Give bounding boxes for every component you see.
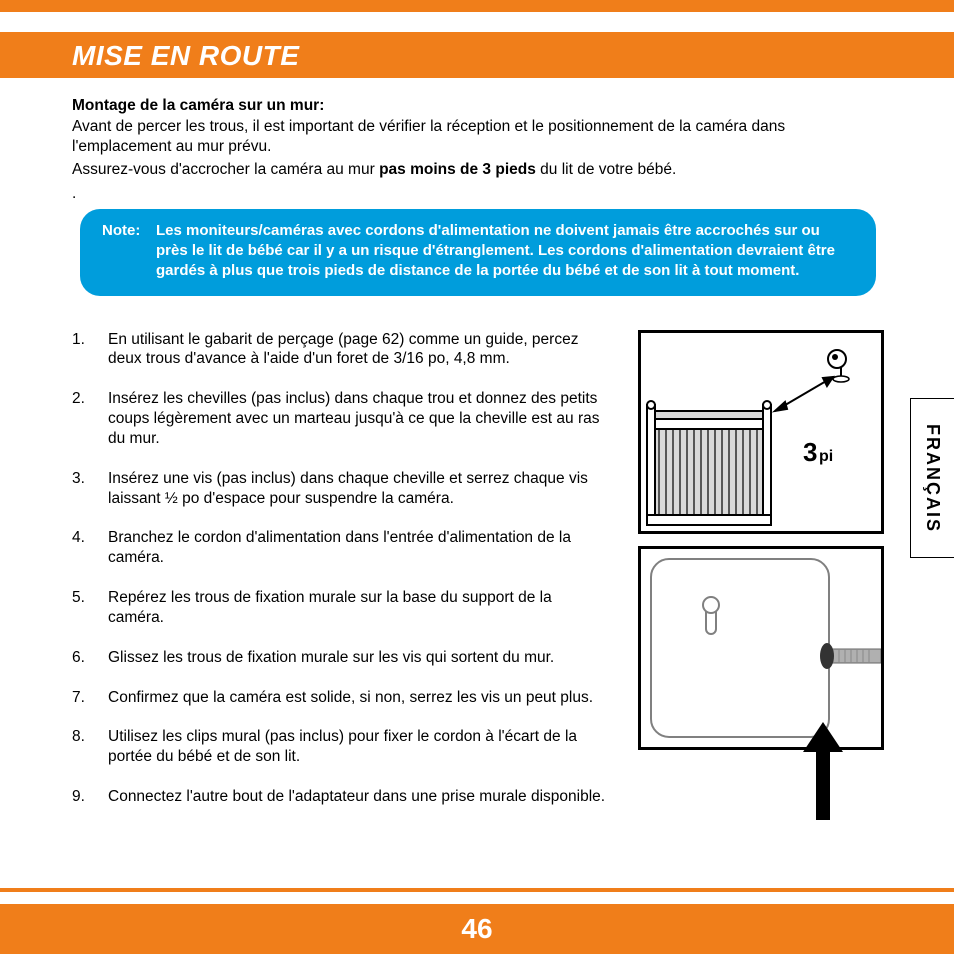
language-tab: FRANÇAIS	[910, 398, 954, 558]
page-number: 46	[461, 913, 492, 945]
step-text: Connectez l'autre bout de l'adaptateur d…	[108, 787, 610, 807]
step-text: Utilisez les clips mural (pas inclus) po…	[108, 727, 610, 767]
note-box: Note: Les moniteurs/caméras avec cordons…	[80, 209, 876, 296]
step-text: Glissez les trous de fixation murale sur…	[108, 648, 610, 668]
step-text: Insérez les chevilles (pas inclus) dans …	[108, 389, 610, 448]
step-text: Repérez les trous de fixation murale sur…	[108, 588, 610, 628]
figure-wall-mount	[638, 546, 884, 750]
page-title: MISE EN ROUTE	[72, 40, 954, 72]
distance-unit: pi	[819, 448, 833, 465]
crib-diagram-svg: 3 pi	[641, 333, 881, 531]
step-item: Insérez une vis (pas inclus) dans chaque…	[72, 469, 610, 509]
step-item: Repérez les trous de fixation murale sur…	[72, 588, 610, 628]
intro-2b-bold: pas moins de 3 pieds	[379, 161, 536, 178]
main-columns: En utilisant le gabarit de perçage (page…	[72, 330, 884, 827]
figures-column: 3 pi	[638, 330, 884, 827]
distance-value: 3	[803, 437, 817, 467]
step-text: En utilisant le gabarit de perçage (page…	[108, 330, 610, 370]
intro-line-2: Assurez-vous d'accrocher la caméra au mu…	[72, 160, 884, 179]
intro-2a: Assurez-vous d'accrocher la caméra au mu…	[72, 161, 379, 178]
step-text: Insérez une vis (pas inclus) dans chaque…	[108, 469, 610, 509]
step-text: Branchez le cordon d'alimentation dans l…	[108, 528, 610, 568]
intro-line-1: Avant de percer les trous, il est import…	[72, 117, 884, 156]
arrow-up-icon	[803, 722, 843, 820]
step-text: Confirmez que la caméra est solide, si n…	[108, 688, 610, 708]
stray-dot: .	[72, 184, 884, 203]
step-item: Utilisez les clips mural (pas inclus) po…	[72, 727, 610, 767]
step-item: Glissez les trous de fixation murale sur…	[72, 648, 610, 668]
intro-2c: du lit de votre bébé.	[536, 161, 676, 178]
top-accent-bar	[0, 0, 954, 12]
note-label: Note:	[102, 221, 156, 282]
language-tab-label: FRANÇAIS	[922, 424, 943, 533]
mount-diagram-svg	[641, 549, 881, 747]
steps-list: En utilisant le gabarit de perçage (page…	[72, 330, 610, 807]
thin-accent-bar	[0, 888, 954, 892]
bottom-accent-bars	[0, 888, 954, 898]
page-header: MISE EN ROUTE	[0, 32, 954, 78]
note-text: Les moniteurs/caméras avec cordons d'ali…	[156, 221, 848, 282]
step-item: En utilisant le gabarit de perçage (page…	[72, 330, 610, 370]
page-footer: 46	[0, 904, 954, 954]
step-item: Connectez l'autre bout de l'adaptateur d…	[72, 787, 610, 807]
figure-crib-distance: 3 pi	[638, 330, 884, 534]
step-item: Confirmez que la caméra est solide, si n…	[72, 688, 610, 708]
step-item: Branchez le cordon d'alimentation dans l…	[72, 528, 610, 568]
steps-column: En utilisant le gabarit de perçage (page…	[72, 330, 610, 827]
section-subheading: Montage de la caméra sur un mur:	[72, 96, 884, 115]
step-item: Insérez les chevilles (pas inclus) dans …	[72, 389, 610, 448]
content-area: Montage de la caméra sur un mur: Avant d…	[0, 78, 954, 827]
